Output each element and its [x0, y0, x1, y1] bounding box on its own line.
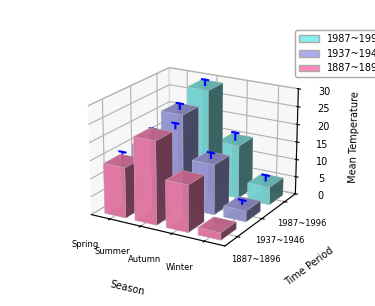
Legend: 1987~1996, 1937~1946, 1887~1896: 1987~1996, 1937~1946, 1887~1896: [296, 30, 375, 77]
Y-axis label: Time Period: Time Period: [284, 246, 336, 288]
X-axis label: Season: Season: [109, 279, 146, 297]
